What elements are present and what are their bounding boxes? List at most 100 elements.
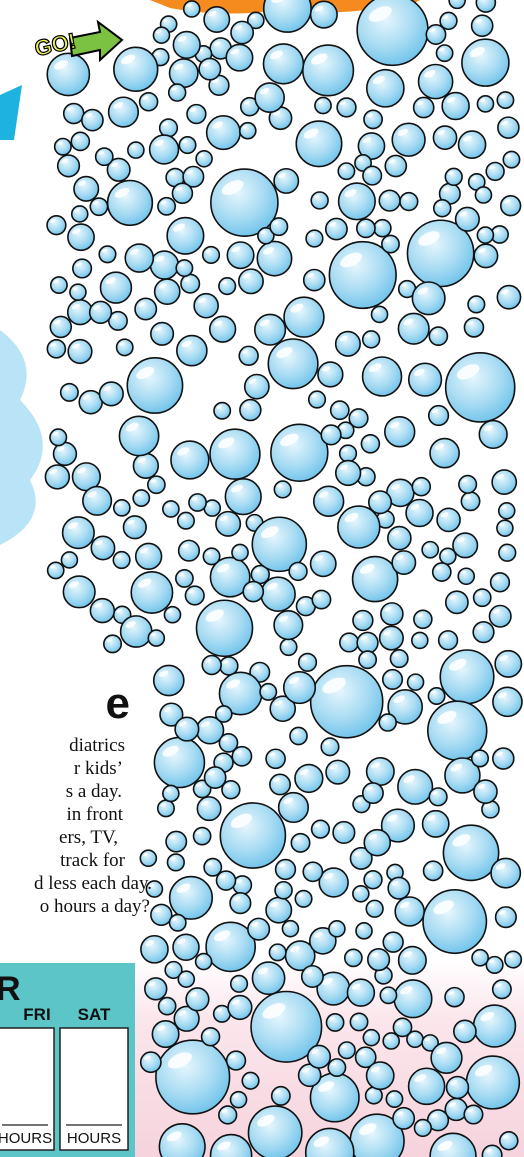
bubble bbox=[176, 334, 208, 367]
bubble bbox=[382, 1032, 401, 1050]
bubble bbox=[488, 604, 512, 628]
bubble-shine bbox=[431, 690, 437, 695]
bubble-body bbox=[311, 589, 332, 610]
bubble-body bbox=[107, 96, 140, 128]
bubble bbox=[149, 250, 180, 280]
bubble bbox=[393, 979, 433, 1019]
arrow bbox=[68, 19, 124, 63]
bubble-shine bbox=[288, 677, 300, 684]
bubble bbox=[317, 361, 344, 388]
bubble-body bbox=[294, 889, 313, 908]
bubble-shine bbox=[243, 100, 250, 105]
bubble-shine bbox=[162, 122, 169, 126]
bubble-shine bbox=[340, 101, 347, 106]
bubble-shine bbox=[154, 51, 161, 56]
bubble bbox=[463, 1104, 484, 1125]
bubble-body bbox=[320, 424, 342, 446]
bubble bbox=[126, 356, 184, 414]
bubble-shine bbox=[424, 544, 431, 548]
blue-shape bbox=[0, 85, 22, 140]
bubble bbox=[44, 464, 71, 490]
bubble bbox=[127, 141, 145, 159]
bubble-body bbox=[339, 632, 360, 653]
bubble-shine bbox=[464, 495, 471, 500]
bubble bbox=[174, 716, 200, 742]
bubble-shine bbox=[441, 633, 448, 639]
bubble-shine bbox=[493, 576, 500, 581]
bubble bbox=[337, 162, 356, 181]
bubble bbox=[411, 476, 432, 497]
bubble-body bbox=[490, 857, 522, 889]
bubble bbox=[405, 498, 434, 528]
bubble-body bbox=[379, 986, 398, 1005]
bubble bbox=[496, 519, 514, 537]
bubble bbox=[302, 861, 324, 883]
bubble bbox=[363, 828, 392, 857]
bubble bbox=[246, 11, 265, 30]
bubble-shine bbox=[262, 1003, 286, 1019]
bubble-body bbox=[360, 433, 381, 454]
bubble-body bbox=[378, 625, 404, 651]
bubble bbox=[107, 96, 140, 128]
bubble bbox=[195, 599, 254, 658]
bubble bbox=[239, 96, 260, 117]
bubble-shine bbox=[416, 100, 424, 106]
bubble bbox=[504, 950, 523, 969]
bubble-shine bbox=[355, 798, 362, 803]
bubble bbox=[365, 899, 384, 918]
bubble bbox=[152, 664, 185, 697]
bubble-body bbox=[378, 713, 397, 732]
bubble-shine bbox=[313, 194, 320, 199]
bubble bbox=[229, 1090, 248, 1109]
bubble-shine bbox=[497, 692, 508, 699]
bubble bbox=[153, 736, 206, 789]
bubble-body bbox=[496, 284, 522, 310]
bubble-body bbox=[356, 631, 379, 654]
bubble bbox=[158, 118, 179, 138]
bubble-body bbox=[56, 154, 81, 178]
bubble-body bbox=[103, 634, 123, 654]
bubble bbox=[413, 1118, 433, 1138]
bubble bbox=[485, 161, 505, 182]
bubble-shine bbox=[154, 139, 164, 147]
bubble bbox=[492, 747, 515, 770]
bubble bbox=[387, 525, 412, 551]
bubble-shine bbox=[119, 341, 125, 346]
bubble-body bbox=[499, 195, 522, 217]
bubble bbox=[205, 115, 241, 151]
bubble bbox=[314, 96, 332, 115]
bubble bbox=[256, 240, 293, 277]
bubble-shine bbox=[290, 303, 304, 313]
bubble-shine bbox=[396, 1021, 403, 1026]
bubble bbox=[215, 870, 237, 891]
bubble bbox=[439, 11, 458, 31]
bubble-shine bbox=[53, 279, 59, 284]
bubble-shine bbox=[372, 494, 380, 500]
bubble-shine bbox=[341, 1044, 347, 1049]
bubble-body bbox=[59, 382, 79, 402]
bubble-shine bbox=[167, 964, 174, 969]
bubble-body bbox=[203, 766, 227, 789]
bubble-body bbox=[304, 1127, 355, 1157]
bubble bbox=[166, 216, 205, 255]
bubble-shine bbox=[389, 867, 395, 871]
bubble bbox=[354, 1046, 377, 1069]
bubble-shine bbox=[162, 745, 179, 757]
bubble-shine bbox=[244, 1075, 251, 1079]
bubble bbox=[430, 1041, 463, 1075]
bubble-shine bbox=[201, 800, 209, 806]
bubble-shine bbox=[368, 6, 392, 22]
bubble-shine bbox=[450, 1080, 458, 1085]
bubble-shine bbox=[355, 888, 361, 892]
bubble-shine bbox=[492, 609, 500, 614]
bubble-body bbox=[355, 922, 373, 940]
bubble-shine bbox=[219, 515, 228, 522]
bubble-body bbox=[496, 91, 515, 110]
bubble-body bbox=[69, 283, 87, 301]
bubble bbox=[489, 572, 511, 593]
bubble bbox=[124, 243, 155, 273]
bubble-body bbox=[365, 756, 395, 786]
bubble-shine bbox=[266, 582, 278, 591]
bubble bbox=[470, 14, 494, 38]
bubble-body bbox=[269, 217, 289, 237]
